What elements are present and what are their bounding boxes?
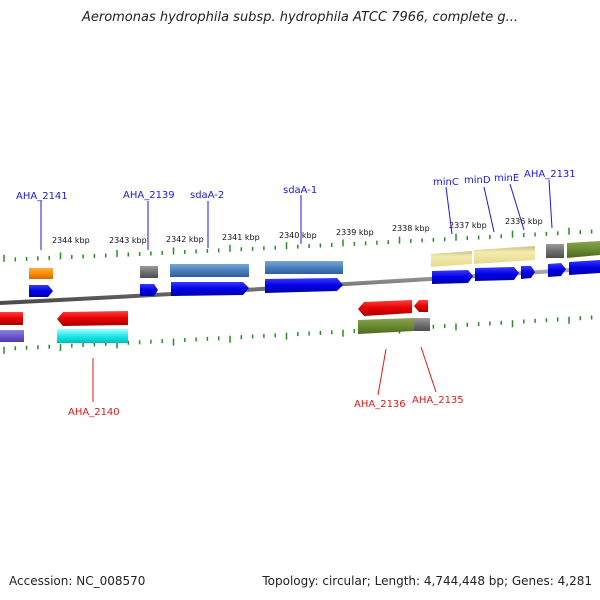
feature-bar[interactable]: [414, 318, 430, 331]
gene-arrow[interactable]: [548, 263, 566, 277]
gene-label[interactable]: sdaA-2: [190, 190, 224, 201]
kbp-label: 2339 kbp: [336, 228, 374, 237]
kbp-label: 2342 kbp: [166, 235, 204, 244]
kbp-label: 2336 kbp: [505, 217, 543, 226]
leader-line: [445, 186, 453, 235]
gene-arrow[interactable]: [414, 300, 428, 312]
kbp-label: 2343 kbp: [109, 236, 147, 245]
gene-label[interactable]: AHA_2141: [16, 191, 68, 202]
gene-arrow[interactable]: [358, 300, 412, 316]
top-gene-arrows: [29, 260, 600, 297]
gene-label[interactable]: AHA_2131: [524, 169, 576, 180]
gene-label[interactable]: AHA_2136: [354, 399, 406, 410]
gene-label[interactable]: sdaA-1: [283, 185, 317, 196]
top-feature-bars: [29, 241, 600, 279]
feature-bar[interactable]: [29, 268, 53, 279]
gene-arrow[interactable]: [171, 282, 249, 296]
feature-bar[interactable]: [567, 241, 600, 258]
feature-bar[interactable]: [0, 330, 24, 342]
feature-bar[interactable]: [57, 329, 128, 343]
gene-label[interactable]: AHA_2135: [412, 395, 464, 406]
leader-line: [548, 179, 553, 229]
gene-arrow[interactable]: [29, 285, 53, 297]
gene-arrow[interactable]: [140, 284, 158, 296]
kbp-label: 2338 kbp: [392, 224, 430, 233]
top-leader-lines: [40, 179, 553, 250]
kbp-label: 2340 kbp: [279, 231, 317, 240]
kbp-scale: 2344 kbp 2343 kbp 2342 kbp 2341 kbp 2340…: [52, 217, 543, 245]
genome-summary-text: Topology: circular; Length: 4,744,448 bp…: [262, 574, 592, 588]
gene-arrow[interactable]: [521, 266, 535, 279]
top-tick-row: [3, 227, 593, 262]
leader-line: [420, 346, 437, 393]
map-title: Aeromonas hydrophila subsp. hydrophila A…: [81, 10, 519, 25]
feature-bar[interactable]: [140, 266, 158, 278]
kbp-label: 2341 kbp: [222, 233, 260, 242]
gene-label[interactable]: minE: [494, 173, 519, 184]
feature-bar[interactable]: [358, 318, 414, 334]
bottom-leader-lines: [92, 346, 437, 402]
feature-bar[interactable]: [474, 246, 535, 264]
bottom-feature-bars: [0, 318, 430, 343]
kbp-label: 2344 kbp: [52, 236, 90, 245]
accession-text: Accession: NC_008570: [9, 574, 146, 588]
gene-label[interactable]: AHA_2139: [123, 190, 175, 201]
gene-arrow[interactable]: [265, 278, 343, 293]
leader-line: [483, 186, 495, 233]
bottom-gene-labels: AHA_2140 AHA_2136 AHA_2135: [68, 395, 464, 418]
bottom-tick-row: [3, 315, 593, 354]
gene-arrow[interactable]: [475, 267, 519, 281]
leader-line: [509, 183, 525, 231]
gene-label[interactable]: minC: [433, 177, 459, 188]
feature-bar[interactable]: [546, 244, 564, 258]
feature-bar[interactable]: [265, 261, 343, 274]
feature-bar[interactable]: [431, 251, 472, 267]
top-gene-labels: AHA_2141 AHA_2139 sdaA-2 sdaA-1 minC min…: [16, 169, 576, 202]
gene-label[interactable]: minD: [464, 175, 491, 186]
feature-bar[interactable]: [170, 264, 249, 277]
gene-arrow[interactable]: [569, 260, 600, 275]
bottom-gene-arrows: [0, 300, 428, 326]
gene-arrow[interactable]: [57, 311, 128, 326]
gene-arrow[interactable]: [0, 312, 23, 325]
gene-label[interactable]: AHA_2140: [68, 407, 120, 418]
kbp-label: 2337 kbp: [449, 221, 487, 230]
gene-arrow[interactable]: [432, 270, 473, 284]
leader-line: [377, 348, 387, 396]
